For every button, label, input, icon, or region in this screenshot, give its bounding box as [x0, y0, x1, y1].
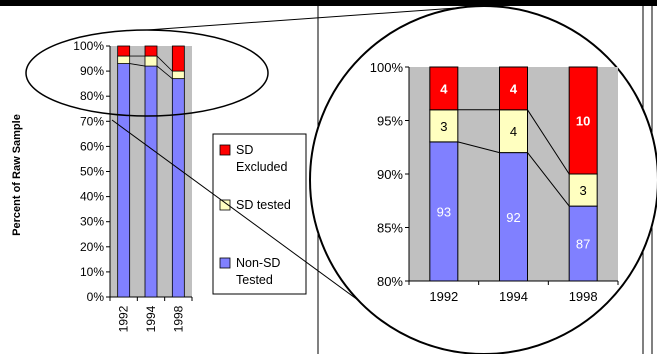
- data-label: 4: [510, 124, 517, 139]
- bar-segment: [568, 173, 598, 207]
- y-tick-label: 70%: [80, 114, 104, 128]
- x-tick-label: 1994: [499, 289, 528, 304]
- x-tick-label: 1992: [429, 289, 458, 304]
- bar-segment: [171, 70, 185, 80]
- bar-segment: [499, 109, 528, 154]
- y-tick-label: 0%: [87, 290, 105, 304]
- y-tick-label: 100%: [73, 39, 104, 53]
- series-connector-line: [129, 63, 146, 67]
- bar-segment: [117, 55, 131, 64]
- chart-legend: SD Excluded SD tested Non-SD Tested: [212, 133, 307, 295]
- y-tick-label: 90%: [377, 167, 403, 182]
- zoom-connector-lines: [111, 5, 485, 323]
- bar-segment: [429, 66, 459, 111]
- legend-label: SD: [236, 143, 253, 157]
- y-tick-label: 100%: [370, 60, 404, 75]
- bar-segment: [171, 78, 185, 298]
- data-label: 93: [437, 204, 451, 219]
- series-connector-line: [156, 55, 173, 72]
- data-label: 92: [506, 210, 520, 225]
- legend-label: Tested: [236, 273, 273, 287]
- data-label: 3: [440, 119, 447, 134]
- legend-label: Excluded: [236, 160, 287, 174]
- y-axis-title: Percent of Raw Sample: [11, 114, 23, 236]
- y-tick-label: 90%: [80, 64, 104, 78]
- top-border-bar: [0, 0, 657, 6]
- zoom-line-bottom: [111, 119, 389, 323]
- bar-segment: [568, 66, 598, 175]
- zoomed-stacked-bar-chart: 80% 85% 90% 95% 100% 93 3 4 1992 92 4 4 1994 87 3 10 199…: [309, 5, 657, 354]
- series-connector-line: [527, 152, 570, 207]
- y-tick-label: 40%: [80, 190, 104, 204]
- legend-label: SD tested: [236, 198, 291, 212]
- legend-box: [212, 133, 307, 295]
- legend-label: Non-SD: [236, 256, 280, 270]
- y-tick-label: 20%: [80, 240, 104, 254]
- y-tick-label: 10%: [80, 265, 104, 279]
- bar-segment: [499, 152, 528, 282]
- data-label: 4: [440, 81, 448, 96]
- y-tick-label: 80%: [377, 274, 403, 289]
- x-tick-label: 1994: [144, 305, 158, 332]
- x-tick-label: 1998: [569, 289, 598, 304]
- y-tick-label: 50%: [80, 165, 104, 179]
- y-tick-label: 80%: [80, 89, 104, 103]
- bar-segment: [171, 45, 185, 72]
- bar-segment: [499, 66, 528, 111]
- data-label: 4: [510, 81, 518, 96]
- y-tick-label: 95%: [377, 114, 403, 129]
- bar-segment: [117, 45, 131, 57]
- series-connector-line: [156, 65, 173, 79]
- series-connector-line: [457, 141, 500, 154]
- legend-swatch: [219, 257, 231, 269]
- series-connector-line: [527, 109, 570, 175]
- bar-segment: [144, 65, 158, 298]
- bar-segment: [144, 45, 158, 57]
- zoom-line-top: [146, 5, 485, 31]
- bar-segment: [117, 63, 131, 298]
- y-tick-label: 60%: [80, 139, 104, 153]
- legend-swatch: [219, 199, 231, 211]
- legend-swatch: [219, 144, 231, 156]
- y-tick-label: 30%: [80, 215, 104, 229]
- data-label: 87: [576, 237, 590, 252]
- data-label: 3: [580, 183, 587, 198]
- x-tick-label: 1998: [171, 305, 185, 332]
- y-tick-label: 85%: [377, 221, 403, 236]
- data-label: 10: [576, 114, 590, 129]
- bar-segment: [568, 205, 598, 282]
- left-stacked-bar-chart: 0% 10% 20% 30% 40% 50% 60% 70% 80% 90% 100% 1992 199…: [25, 29, 269, 332]
- bar-segment: [144, 55, 158, 67]
- x-tick-label: 1992: [117, 305, 131, 332]
